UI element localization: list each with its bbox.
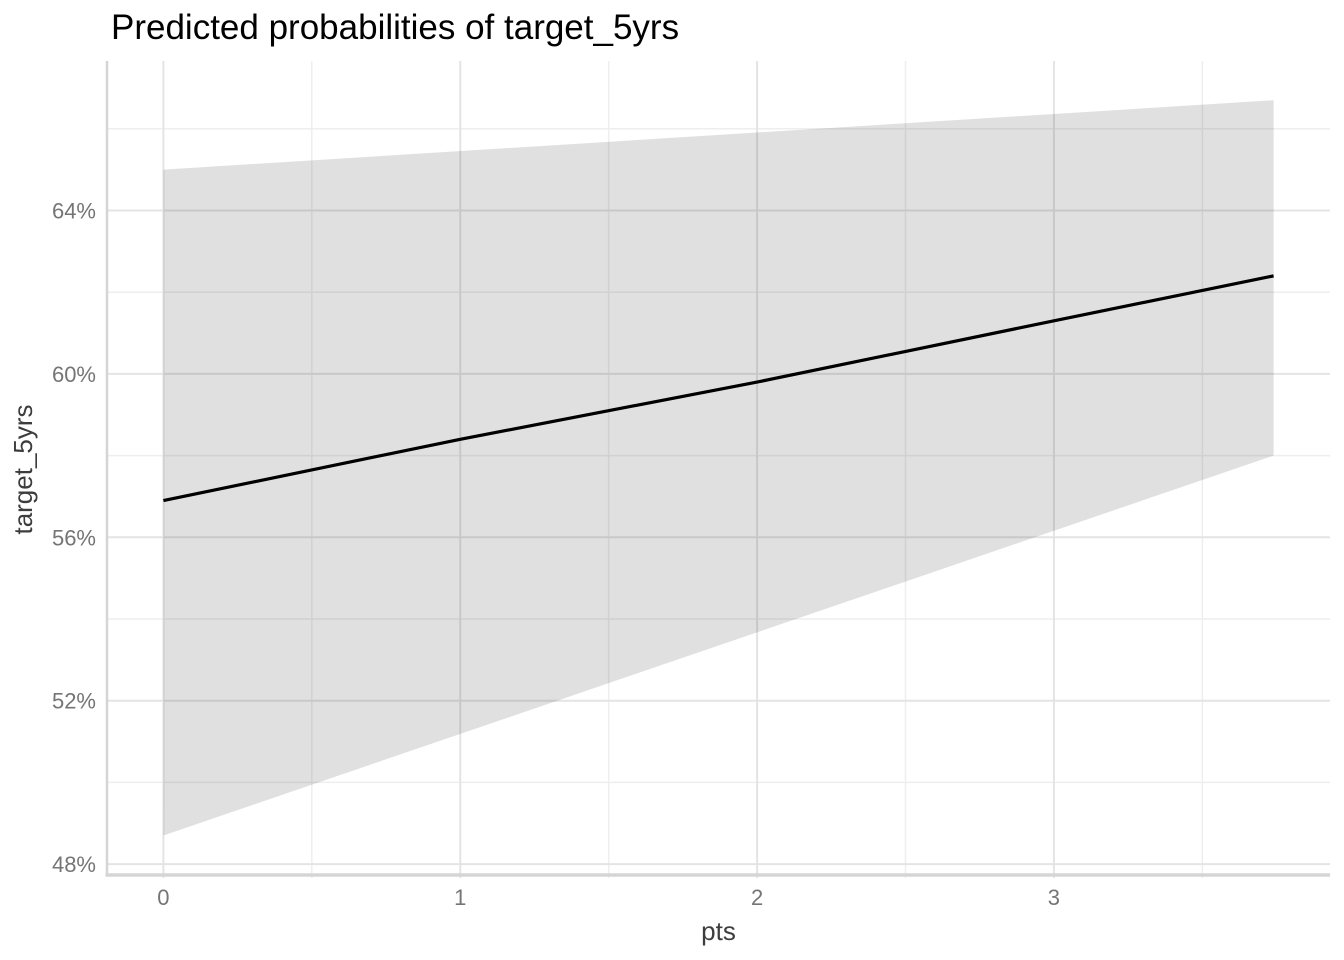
x-tick-label: 3 <box>1048 885 1060 910</box>
x-tick-label: 1 <box>454 885 466 910</box>
grid-layer <box>107 61 1330 878</box>
y-tick-label: 64% <box>52 199 96 224</box>
x-tick-label: 0 <box>157 885 169 910</box>
y-tick-label: 48% <box>52 852 96 877</box>
x-tick-label: 2 <box>751 885 763 910</box>
confidence-ribbon <box>163 100 1274 836</box>
geom-layer <box>163 100 1274 836</box>
x-axis-title: pts <box>701 916 736 946</box>
y-tick-label: 52% <box>52 689 96 714</box>
chart-title: Predicted probabilities of target_5yrs <box>111 8 680 47</box>
y-axis-title: target_5yrs <box>8 404 38 534</box>
predicted-probability-line <box>163 274 1274 503</box>
axis-layer <box>105 61 1330 877</box>
label-layer: 48% 52% 56% 60% 64% 0 1 2 3 pts target_5yrs <box>8 199 1060 946</box>
y-tick-label: 56% <box>52 525 96 550</box>
y-tick-label: 60% <box>52 362 96 387</box>
